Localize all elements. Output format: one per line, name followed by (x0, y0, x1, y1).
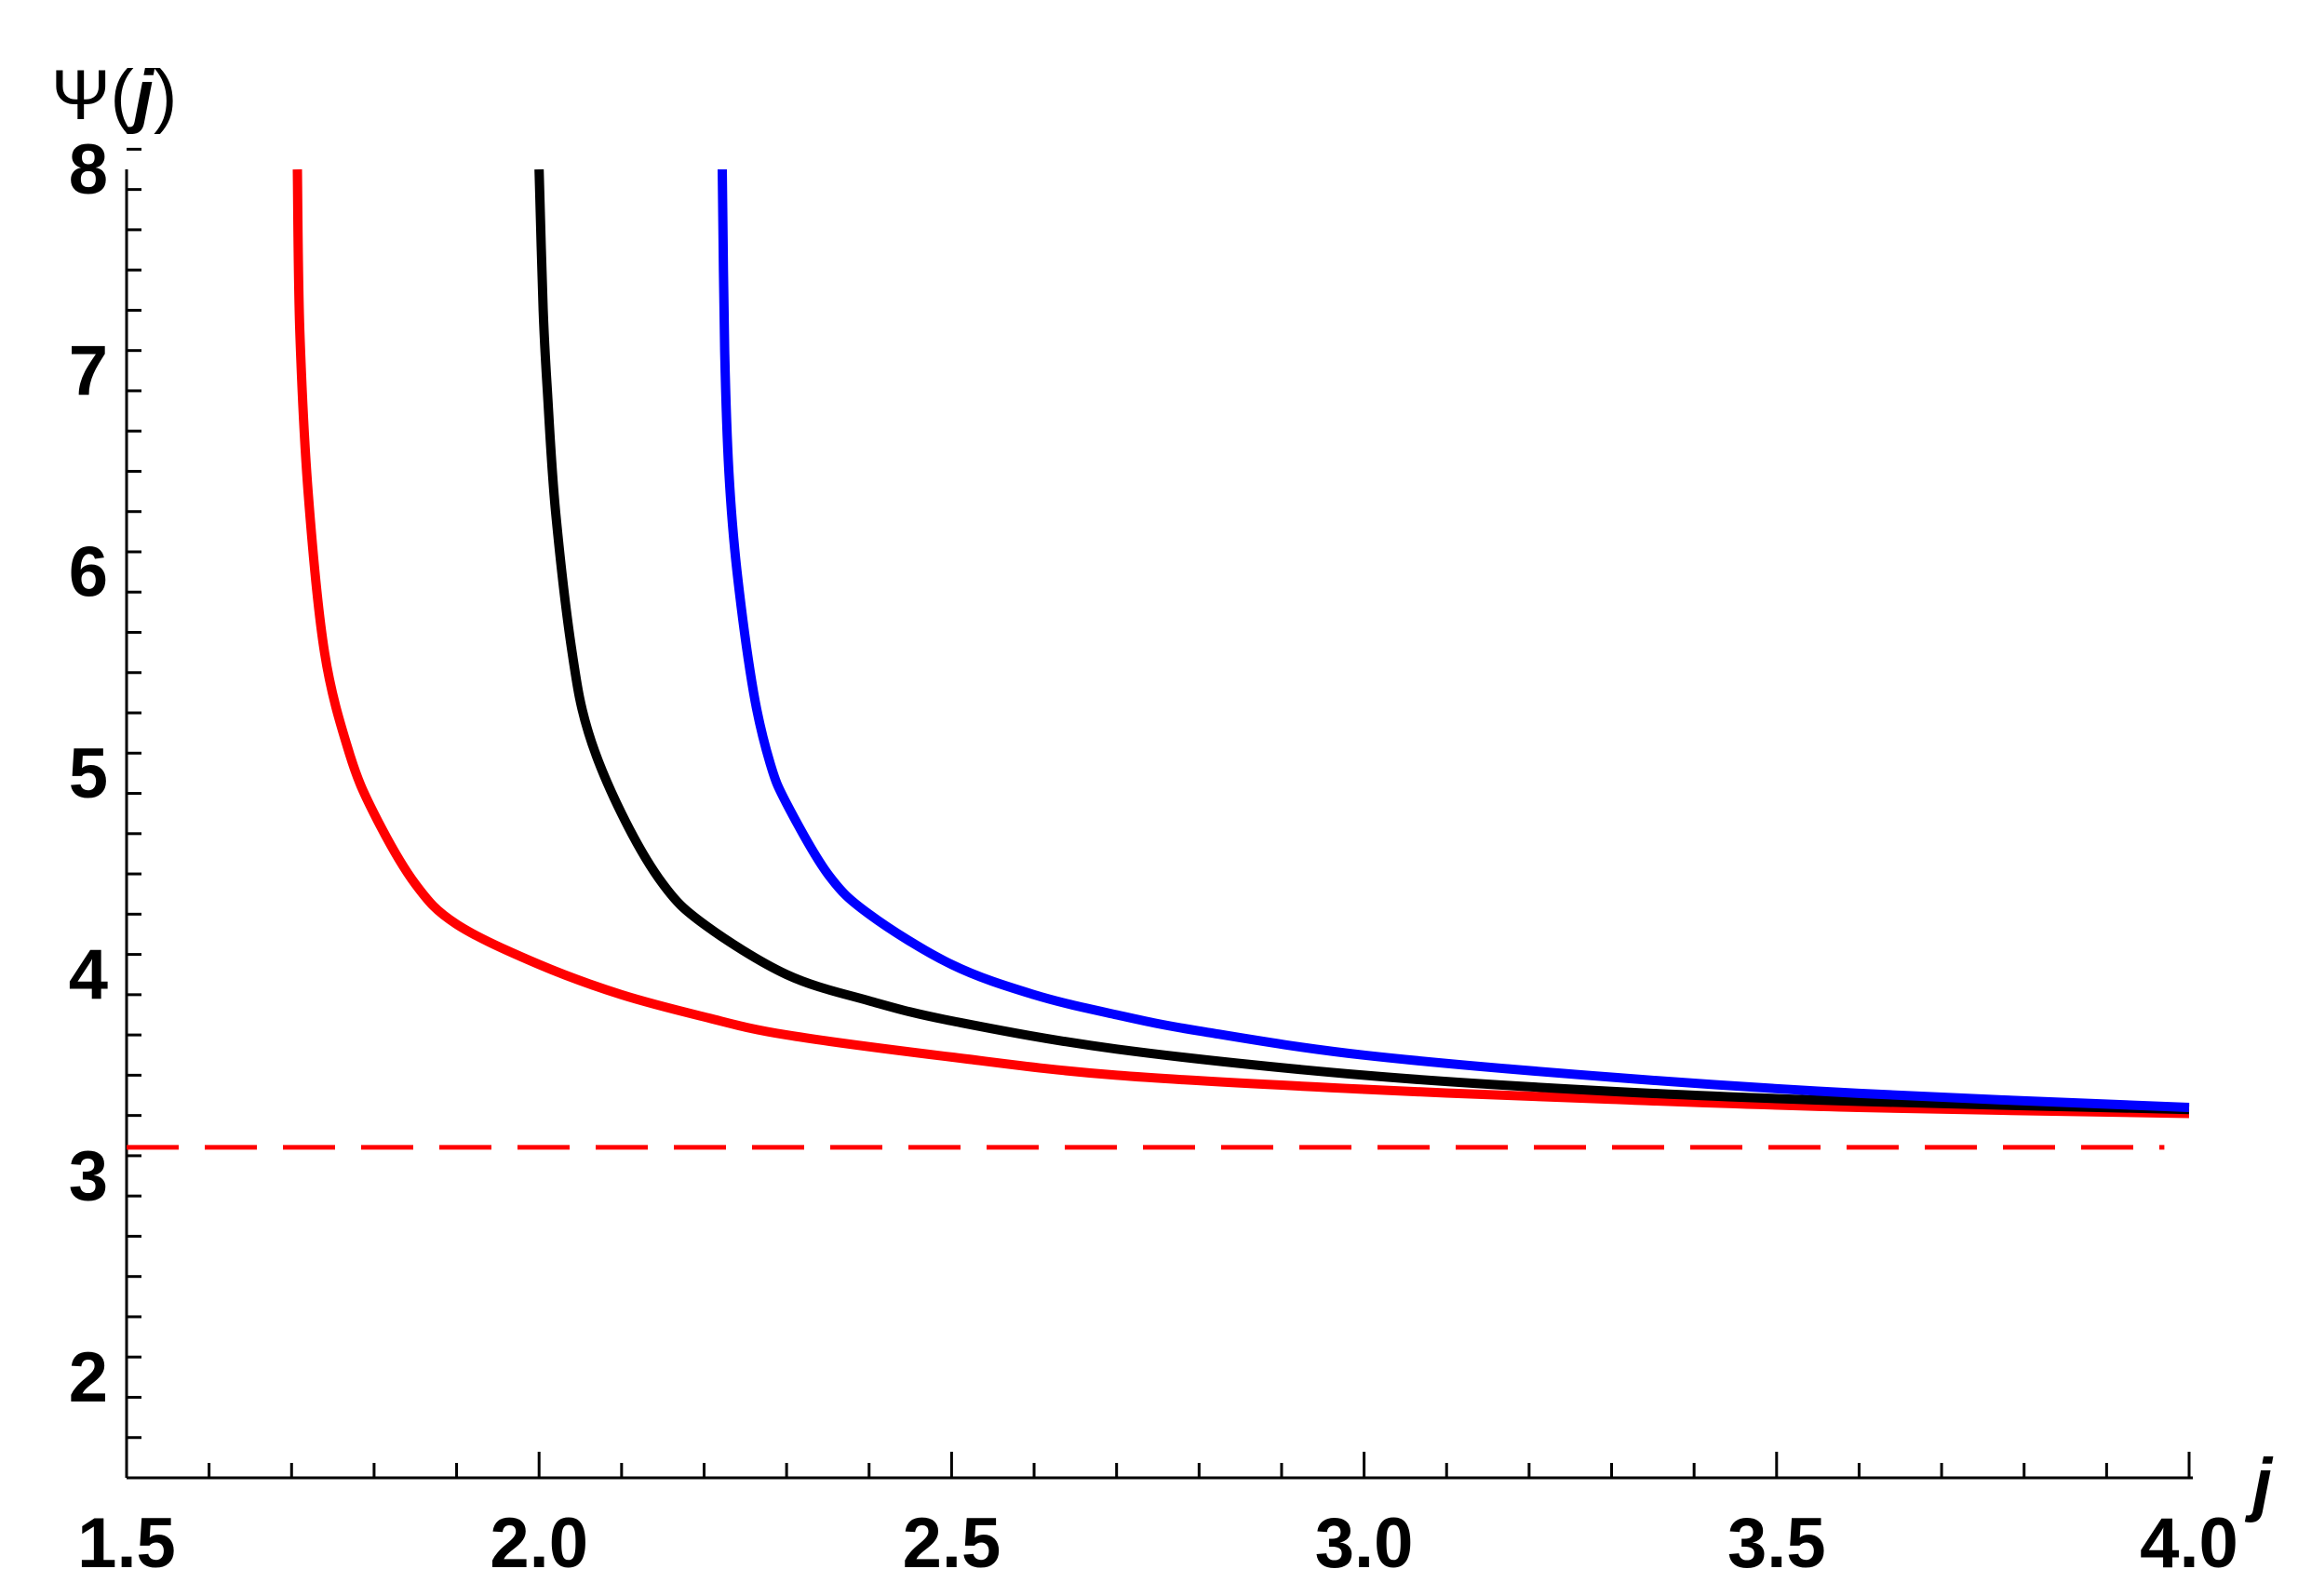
axes: 1.5 2.0 2.5 3.0 3.5 4.0 2 3 4 5 6 7 8 (69, 130, 2238, 1583)
series-line-1 (292, 168, 2190, 1119)
y-tick-label: 3 (69, 1137, 108, 1216)
series-line-3 (718, 168, 2190, 1112)
x-tick-label: 4.0 (2140, 1504, 2238, 1583)
x-tick-label: 3.0 (1315, 1504, 1414, 1583)
series-layer (127, 168, 2190, 1150)
y-tick-label: 7 (69, 331, 108, 410)
labels: j Ψ(j) (51, 56, 2274, 1523)
y-axis-title-prefix: Ψ( (51, 56, 134, 135)
y-tick-label: 8 (69, 130, 108, 209)
series-line-2 (534, 168, 2190, 1115)
x-tick-label: 2.5 (903, 1504, 1001, 1583)
x-tick-label: 1.5 (77, 1504, 176, 1583)
y-axis-title: Ψ(j) (51, 56, 177, 135)
y-axis-title-suffix: ) (154, 56, 177, 135)
y-tick-label: 4 (69, 935, 108, 1014)
y-tick-label: 5 (69, 734, 108, 813)
x-tick-label: 2.0 (490, 1504, 588, 1583)
x-axis-title: j (2244, 1444, 2274, 1523)
y-tick-label: 6 (69, 533, 108, 612)
x-tick-label: 3.5 (1727, 1504, 1826, 1583)
y-tick-label: 2 (69, 1338, 108, 1417)
